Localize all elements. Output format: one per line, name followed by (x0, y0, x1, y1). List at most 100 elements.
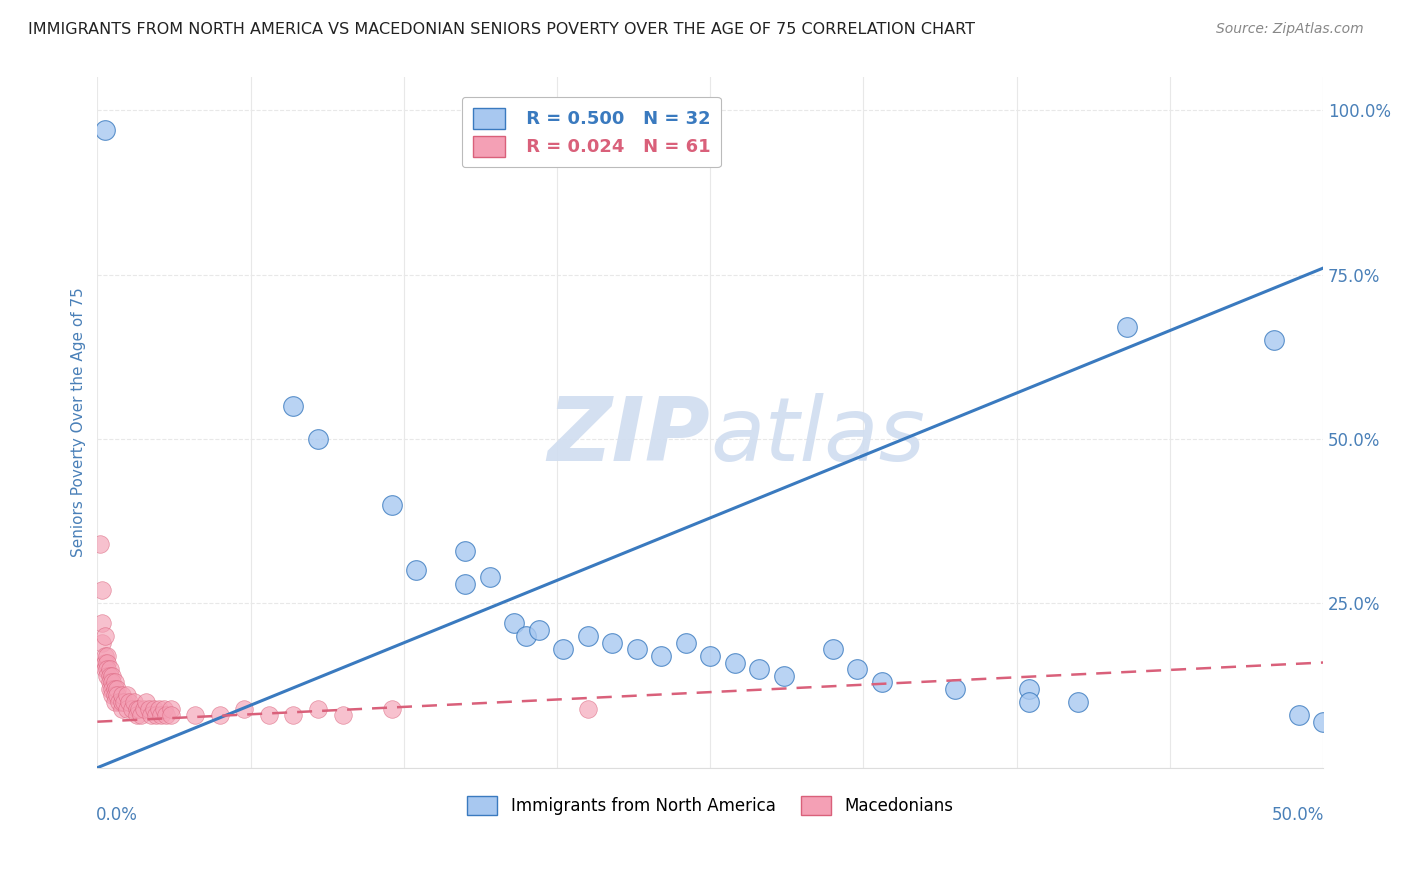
Point (98, 675, 121, 690)
Point (600, 636, 623, 650)
Point (233, 701, 256, 715)
Point (121, 701, 143, 715)
Point (96, 656, 118, 670)
Point (650, 648, 672, 663)
Point (283, 708, 305, 723)
Point (105, 689, 128, 703)
Point (1263, 334, 1285, 348)
Point (152, 701, 174, 715)
Point (98, 662, 121, 676)
Point (160, 701, 183, 715)
Point (122, 695, 145, 709)
Point (101, 668, 124, 682)
Point (111, 689, 134, 703)
Point (515, 629, 537, 643)
Point (332, 708, 354, 723)
Point (93, 656, 115, 670)
Point (160, 708, 183, 723)
Point (724, 656, 747, 670)
Point (576, 629, 599, 643)
Point (1116, 320, 1139, 334)
Point (132, 701, 155, 715)
Point (93, 662, 115, 676)
Point (128, 701, 150, 715)
Point (150, 708, 173, 723)
Point (846, 662, 869, 676)
Point (454, 543, 477, 558)
Point (142, 701, 165, 715)
Legend: Immigrants from North America, Macedonians: Immigrants from North America, Macedonia… (461, 789, 960, 822)
Point (1288, 708, 1310, 723)
Point (821, 642, 844, 657)
Text: ZIP: ZIP (547, 392, 710, 480)
Point (96, 648, 118, 663)
Point (553, 642, 575, 657)
Point (93, 629, 115, 643)
Point (1018, 695, 1040, 709)
Point (135, 695, 157, 709)
Point (91, 616, 114, 631)
Point (125, 708, 148, 723)
Point (527, 623, 550, 637)
Point (111, 701, 134, 715)
Point (91, 636, 114, 650)
Point (115, 689, 138, 703)
Point (870, 675, 893, 690)
Point (576, 701, 599, 715)
Point (138, 701, 160, 715)
Point (380, 498, 402, 512)
Point (503, 616, 526, 631)
Point (96, 662, 118, 676)
Point (155, 708, 177, 723)
Point (98, 668, 121, 682)
Y-axis label: Seniors Poverty Over the Age of 75: Seniors Poverty Over the Age of 75 (72, 288, 86, 558)
Point (101, 689, 124, 703)
Point (103, 675, 125, 690)
Point (131, 708, 153, 723)
Point (101, 675, 124, 690)
Point (454, 576, 477, 591)
Point (1312, 714, 1334, 729)
Point (626, 642, 648, 657)
Point (184, 708, 207, 723)
Point (141, 708, 163, 723)
Point (91, 583, 114, 598)
Point (257, 708, 280, 723)
Text: 50.0%: 50.0% (1272, 805, 1324, 823)
Point (208, 708, 231, 723)
Point (115, 701, 138, 715)
Point (101, 681, 124, 696)
Point (945, 681, 967, 696)
Point (103, 695, 125, 709)
Point (105, 681, 128, 696)
Point (283, 399, 305, 413)
Point (98, 681, 121, 696)
Point (145, 708, 167, 723)
Point (108, 695, 131, 709)
Point (772, 668, 794, 682)
Point (103, 689, 125, 703)
Point (89, 537, 111, 551)
Point (478, 570, 501, 584)
Point (93, 123, 115, 137)
Point (148, 701, 170, 715)
Point (307, 701, 329, 715)
Point (112, 695, 135, 709)
Text: atlas: atlas (710, 393, 925, 479)
Point (380, 701, 402, 715)
Point (748, 662, 770, 676)
Point (111, 695, 134, 709)
Point (1067, 695, 1090, 709)
Text: 0.0%: 0.0% (96, 805, 138, 823)
Point (118, 695, 141, 709)
Point (93, 648, 115, 663)
Point (103, 681, 125, 696)
Point (96, 668, 118, 682)
Point (675, 636, 697, 650)
Point (1018, 681, 1040, 696)
Point (405, 564, 427, 578)
Point (307, 432, 329, 446)
Point (699, 648, 721, 663)
Point (125, 701, 148, 715)
Text: IMMIGRANTS FROM NORTH AMERICA VS MACEDONIAN SENIORS POVERTY OVER THE AGE OF 75 C: IMMIGRANTS FROM NORTH AMERICA VS MACEDON… (28, 22, 976, 37)
